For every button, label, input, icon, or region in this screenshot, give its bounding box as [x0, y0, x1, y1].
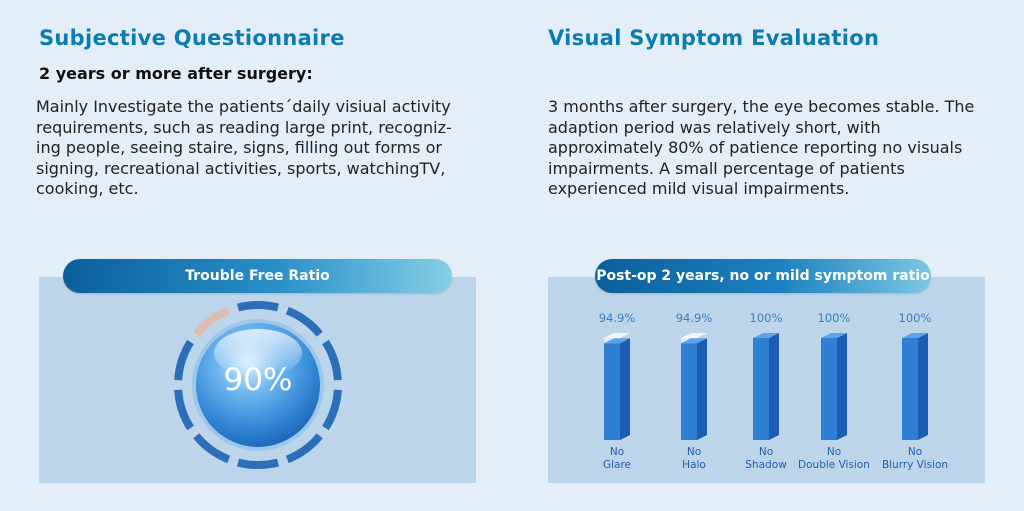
bar-remainder-top: [604, 333, 630, 338]
right-body-line: impairments. A small percentage of patie…: [548, 158, 905, 178]
bar-category-label: Shadow: [745, 459, 787, 471]
bar-top: [753, 333, 779, 338]
bar-value-label: 100%: [818, 311, 851, 325]
bar-category-label: No: [827, 446, 841, 458]
left-body-text: Mainly Investigate the patients´daily vi…: [36, 97, 452, 200]
gauge-segment: [285, 433, 323, 464]
bar-side: [837, 333, 847, 440]
left-body-line: Mainly Investigate the patients´daily vi…: [36, 97, 451, 116]
symptom-ratio-header: Post-op 2 years, no or mild symptom rati…: [595, 259, 931, 293]
right-body-text: 3 months after surgery, the eye becomes …: [548, 97, 974, 200]
right-title: Visual Symptom Evaluation: [548, 26, 880, 50]
bar-value-label: 100%: [750, 311, 783, 325]
right-body-line: approximately 80% of patience reporting …: [548, 138, 963, 157]
bar-side: [620, 338, 630, 440]
gauge-segment: [174, 389, 194, 431]
gauge-segment: [193, 433, 231, 464]
bar-value-label: 94.9%: [676, 311, 713, 325]
bar-category-label: No: [610, 446, 624, 458]
bar-category-label: Blurry Vision: [882, 459, 948, 471]
left-title: Subjective Questionnaire: [39, 26, 345, 50]
left-body-line: cooking, etc.: [36, 179, 139, 198]
gauge-segments: [174, 301, 342, 469]
bar-category-label: No: [908, 446, 922, 458]
bar-side: [769, 333, 779, 440]
gauge-segment: [174, 339, 194, 381]
gauge-segment: [285, 306, 323, 337]
left-subtitle: 2 years or more after surgery:: [39, 64, 313, 83]
left-body-line: signing, recreational activities, sports…: [36, 158, 446, 178]
left-body-line: ing people, seeing staire, signs, fillin…: [36, 138, 442, 157]
gauge-orb-highlight: [214, 329, 302, 377]
gauge-segment: [322, 389, 342, 431]
trouble-free-gauge: 90%: [174, 301, 342, 469]
bar: [604, 343, 620, 440]
bar-top: [604, 338, 630, 344]
trouble-free-ratio-header: Trouble Free Ratio: [63, 259, 452, 293]
left-body-line: requirements, such as reading large prin…: [36, 117, 452, 137]
bar: [753, 338, 769, 440]
bar-value-label: 94.9%: [599, 311, 636, 325]
gauge-segment: [236, 458, 280, 469]
right-body-line: adaption period was relatively short, wi…: [548, 117, 881, 137]
bar-remainder-top: [681, 333, 707, 338]
bar-category-label: Double Vision: [798, 459, 870, 471]
bar-top: [681, 338, 707, 344]
bar-top: [821, 333, 847, 338]
bar: [681, 343, 697, 440]
bar-category-label: No: [759, 446, 773, 458]
bar-category-label: No: [687, 446, 701, 458]
gauge-segment-inactive: [193, 306, 231, 337]
right-body-line: experienced mild visual impairments.: [548, 179, 850, 198]
bar: [902, 338, 918, 440]
bar-side: [697, 338, 707, 440]
gauge-segment: [322, 339, 342, 381]
gauge-segment: [236, 301, 280, 312]
bar-category-label: Halo: [682, 459, 706, 471]
symptom-ratio-label: Post-op 2 years, no or mild symptom rati…: [596, 268, 930, 284]
bar: [821, 338, 837, 440]
bar-top: [902, 333, 928, 338]
bar-category-label: Glare: [603, 459, 631, 471]
trouble-free-ratio-label: Trouble Free Ratio: [185, 268, 330, 284]
bar-side: [918, 333, 928, 440]
bar-value-label: 100%: [899, 311, 932, 325]
gauge-value-label: 90%: [224, 362, 293, 398]
right-body-line: 3 months after surgery, the eye becomes …: [548, 97, 975, 116]
symptom-bar-chart: 94.9%NoGlare94.9%NoHalo100%NoShadow100%N…: [599, 311, 948, 471]
